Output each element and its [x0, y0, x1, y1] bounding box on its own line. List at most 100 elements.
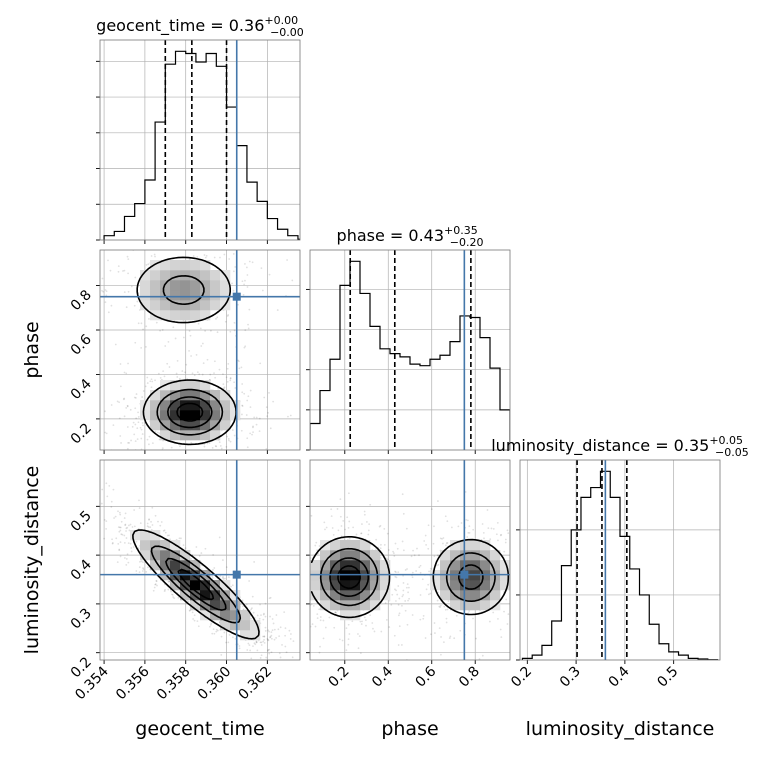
luminosity_distance_vs_geocent_time-frame	[99, 459, 301, 661]
sample-point	[151, 442, 154, 444]
sample-point	[249, 649, 252, 652]
title-value: phase = 0.43	[337, 226, 444, 245]
sample-point	[347, 526, 350, 529]
sample-point	[255, 423, 258, 426]
sample-point	[164, 460, 166, 462]
density-cell	[220, 390, 231, 401]
ytick-label-luminosity-distance: 0.3	[68, 605, 95, 632]
sample-point	[164, 588, 166, 591]
sample-point	[448, 637, 451, 639]
sample-point	[359, 652, 362, 654]
sample-point	[378, 525, 381, 528]
density-cell	[200, 420, 211, 431]
sample-point	[437, 563, 440, 566]
density-cell	[180, 310, 191, 321]
sample-point	[182, 544, 185, 547]
sample-point	[82, 323, 84, 325]
sample-point	[411, 614, 414, 616]
sample-point	[176, 376, 179, 378]
ytick-label-phase: 0.6	[68, 331, 95, 358]
sample-point	[347, 623, 350, 626]
sample-point	[297, 542, 299, 544]
sample-point	[287, 548, 289, 550]
sample-point	[141, 433, 144, 435]
sample-point	[482, 532, 485, 534]
sample-point	[125, 407, 128, 409]
sample-point	[188, 330, 191, 332]
sample-point	[84, 406, 86, 408]
sample-point	[422, 614, 425, 617]
sample-point	[262, 618, 265, 621]
density-cell	[180, 380, 191, 391]
sample-point	[221, 559, 224, 561]
sample-point	[371, 622, 374, 624]
sample-point	[211, 446, 214, 449]
luminosity_distance_vs_geocent_time-density	[130, 530, 261, 641]
sample-point	[178, 377, 181, 380]
sample-point	[191, 474, 193, 476]
sample-point	[483, 537, 485, 540]
sample-point	[264, 615, 267, 618]
sample-point	[425, 543, 428, 546]
sample-point	[398, 597, 401, 600]
sample-point	[150, 386, 153, 389]
sample-point	[190, 355, 192, 357]
density-cell	[440, 560, 451, 571]
density-cell	[360, 580, 371, 591]
density-cell	[210, 430, 221, 441]
sample-point	[539, 559, 541, 561]
sample-point	[142, 561, 144, 564]
sample-point	[334, 611, 336, 614]
sample-point	[269, 635, 272, 638]
sample-point	[247, 642, 250, 645]
title-lower-error: −0.00	[270, 26, 304, 39]
sample-point	[234, 637, 237, 640]
sample-point	[123, 541, 126, 544]
density-cell	[360, 540, 371, 551]
sample-point	[209, 450, 211, 452]
sample-point	[164, 345, 167, 347]
density-cell	[200, 430, 211, 441]
contour-level-0	[310, 536, 510, 619]
density-cell	[200, 310, 211, 321]
sample-point	[126, 553, 129, 556]
sample-point	[137, 416, 140, 418]
sample-point	[232, 270, 235, 273]
sample-point	[119, 555, 122, 558]
sample-point	[178, 537, 181, 540]
density-cell	[490, 580, 501, 591]
density-cell	[490, 590, 501, 601]
sample-point	[159, 329, 161, 332]
sample-point	[154, 255, 156, 258]
sample-point	[89, 492, 91, 494]
luminosity_distance_vs_phase-panel	[287, 460, 541, 664]
sample-point	[232, 636, 234, 639]
sample-point	[407, 599, 409, 602]
sample-point	[166, 534, 169, 537]
sample-point	[500, 533, 503, 536]
density-cell	[480, 560, 491, 571]
density-cell	[150, 410, 161, 421]
sample-point	[130, 439, 132, 442]
sample-point	[163, 375, 166, 378]
sample-point	[104, 431, 107, 434]
sample-point	[124, 523, 127, 526]
density-cell	[480, 590, 491, 601]
density-cell	[460, 560, 471, 571]
sample-point	[251, 595, 254, 598]
sample-point	[291, 279, 294, 282]
sample-point	[424, 637, 427, 639]
sample-point	[224, 577, 226, 580]
sample-point	[359, 620, 362, 623]
xtick-label-geocent-time: 0.356	[113, 663, 153, 703]
sample-point	[433, 555, 436, 558]
sample-point	[123, 371, 126, 374]
sample-point	[227, 641, 230, 644]
sample-point	[123, 557, 126, 559]
sample-point	[242, 605, 244, 608]
sample-point	[149, 380, 152, 383]
sample-point	[384, 602, 387, 604]
density-cell	[200, 290, 211, 301]
sample-point	[319, 619, 322, 622]
density-cell	[340, 560, 351, 571]
